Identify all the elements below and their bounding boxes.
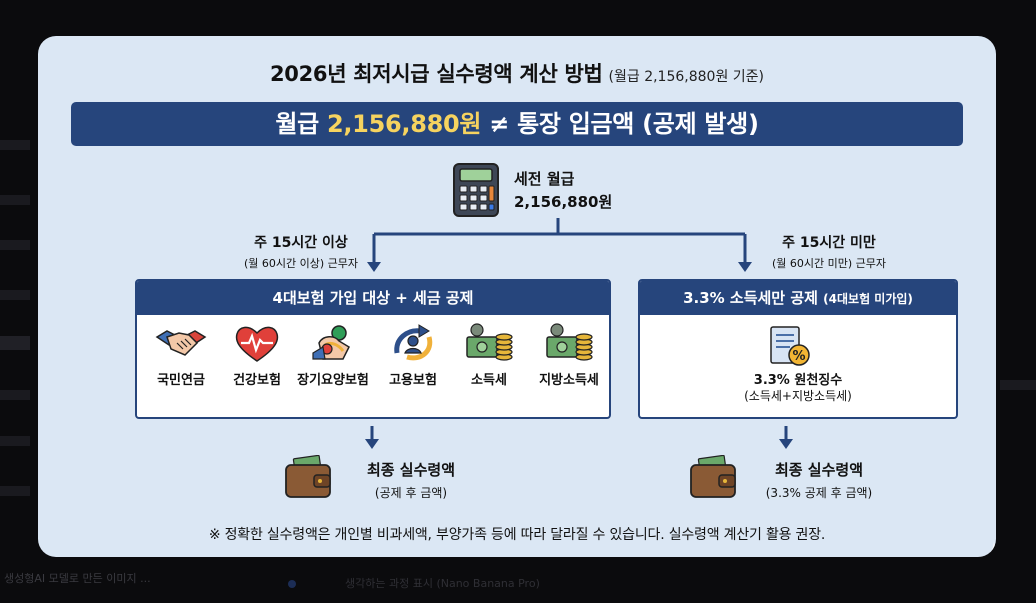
wallet-icon (285, 455, 331, 498)
tax-document-icon: % (770, 326, 810, 366)
banner-suffix: ≠ 통장 입금액 (공제 발생) (481, 110, 759, 138)
income-tax-box-title-note: (4대보험 미가입) (823, 292, 913, 306)
deduction-item-label: 국민연금 (157, 373, 205, 388)
deduction-item-health-insurance: 건강보험 (219, 323, 295, 388)
income-tax-box-title-main: 3.3% 소득세만 공제 (683, 289, 818, 307)
heart-icon (235, 326, 279, 362)
deduction-items: 국민연금 건강보험 장기요양보험 (137, 323, 609, 413)
deduction-item-local-income-tax: 지방소득세 (531, 323, 607, 388)
income-tax-box-title: 3.3% 소득세만 공제 (4대보험 미가입) (640, 281, 956, 315)
condition-under-15h: 주 15시간 미만 (월 60시간 미만) 근무자 (744, 232, 914, 271)
money-coins-icon (546, 323, 593, 361)
care-icon (312, 325, 350, 360)
withholding-label: 3.3% 원천징수 (753, 373, 843, 388)
flow-connectors (365, 218, 793, 449)
income-tax-only-box: 3.3% 소득세만 공제 (4대보험 미가입) % 3.3% 원천징수 (소득세… (638, 279, 958, 419)
banner-highlight-amount: 2,156,880원 (326, 110, 482, 138)
svg-text:%: % (792, 349, 805, 364)
deduction-item-label: 장기요양보험 (297, 373, 369, 388)
title-main: 2026년 최저시급 실수령액 계산 방법 (269, 62, 603, 86)
gross-salary-amount: 2,156,880원 (514, 193, 613, 211)
footnote: ※ 정확한 실수령액은 개인별 비과세액, 부양가족 등에 따라 달라질 수 있… (208, 527, 826, 543)
employment-icon (394, 324, 433, 361)
condition-over-15h: 주 15시간 이상 (월 60시간 이상) 근무자 (216, 232, 386, 271)
net-pay-right: 최종 실수령액 (3.3% 공제 후 금액) (744, 459, 894, 501)
deduction-item-label: 지방소득세 (539, 373, 599, 388)
calculator-icon (453, 163, 499, 217)
salary-banner: 월급 2,156,880원 ≠ 통장 입금액 (공제 발생) (71, 102, 963, 146)
deduction-item-long-term-care: 장기요양보험 (295, 323, 371, 388)
deduction-item-label: 건강보험 (233, 373, 281, 388)
insurance-deduction-box: 4대보험 가입 대상 + 세금 공제 국민연금 건강보험 (135, 279, 611, 419)
net-pay-right-sub: (3.3% 공제 후 금액) (765, 486, 873, 500)
background-snippet-center: 생각하는 과정 표시 (Nano Banana Pro) (345, 577, 540, 590)
deduction-item-income-tax: 소득세 (451, 323, 527, 388)
banner-prefix: 월급 (275, 110, 327, 138)
title-note: (월급 2,156,880원 기준) (608, 69, 765, 85)
background-snippet-left: 생성형AI 모델로 만든 이미지 ... (4, 572, 151, 585)
deduction-item-employment-insurance: 고용보험 (375, 323, 451, 388)
condition-under-15h-title: 주 15시간 미만 (782, 235, 876, 251)
title: 2026년 최저시급 실수령액 계산 방법 (월급 2,156,880원 기준) (38, 58, 996, 88)
deduction-item-label: 소득세 (471, 373, 507, 388)
net-pay-left-title: 최종 실수령액 (366, 461, 456, 479)
withholding-sub: (소득세+지방소득세) (744, 389, 852, 403)
insurance-box-title: 4대보험 가입 대상 + 세금 공제 (137, 281, 609, 315)
handshake-icon (155, 330, 207, 356)
net-pay-right-title: 최종 실수령액 (774, 461, 864, 479)
condition-over-15h-title: 주 15시간 이상 (254, 235, 348, 251)
condition-under-15h-sub: (월 60시간 미만) 근무자 (771, 257, 887, 270)
background-dot (288, 580, 296, 588)
condition-over-15h-sub: (월 60시간 이상) 근무자 (243, 257, 359, 270)
gross-salary-label: 세전 월급 (514, 170, 575, 188)
wallet-icon (690, 455, 736, 498)
net-pay-left: 최종 실수령액 (공제 후 금액) (336, 459, 486, 501)
sparkle-icon (978, 541, 996, 557)
deduction-item-label: 고용보험 (389, 373, 437, 388)
infographic-card: 2026년 최저시급 실수령액 계산 방법 (월급 2,156,880원 기준) … (38, 36, 996, 557)
deduction-item-national-pension: 국민연금 (143, 323, 219, 388)
net-pay-left-sub: (공제 후 금액) (374, 486, 448, 500)
money-coins-icon (466, 323, 513, 361)
